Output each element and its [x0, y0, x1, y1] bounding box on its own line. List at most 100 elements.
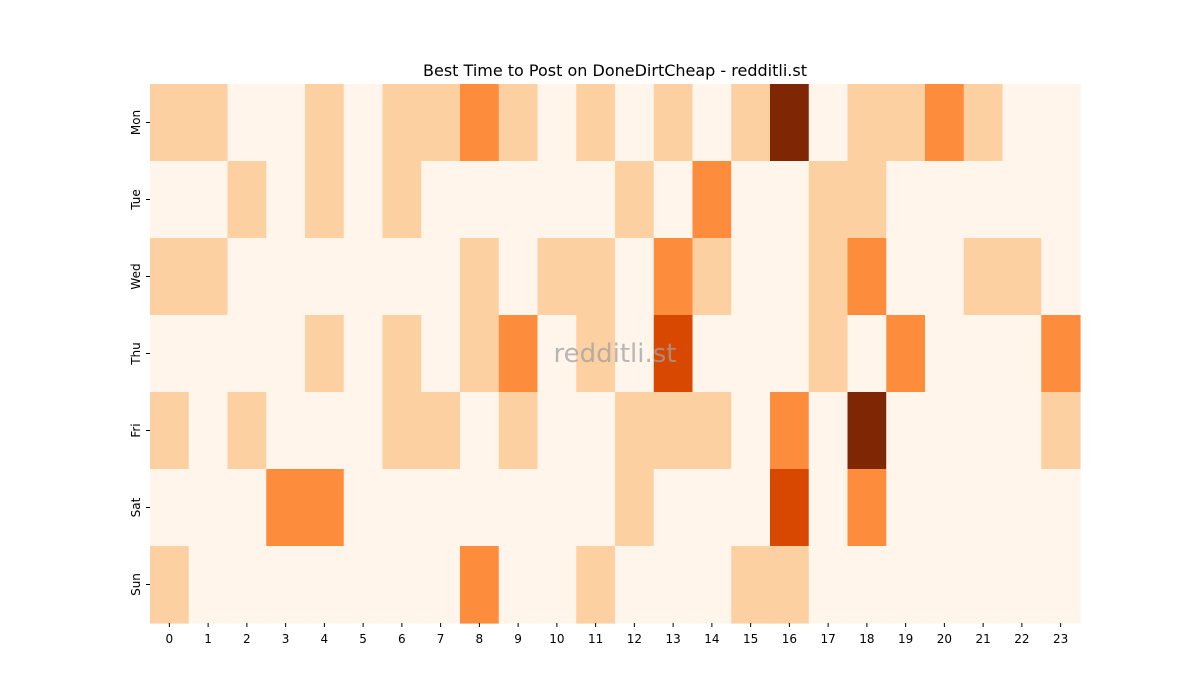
y-tick-label: Tue	[129, 189, 143, 211]
heatmap-cell	[343, 392, 384, 470]
x-tick-label: 20	[937, 632, 952, 646]
heatmap-cell	[615, 546, 655, 624]
heatmap-cell	[1041, 84, 1081, 162]
x-tick-label: 6	[398, 632, 406, 646]
heatmap-cell	[886, 315, 926, 393]
x-tick-label: 22	[1014, 632, 1029, 646]
heatmap-cell	[150, 546, 190, 624]
heatmap-cell	[847, 161, 887, 239]
heatmap-cell	[770, 84, 810, 162]
heatmap-cell	[150, 469, 190, 547]
heatmap-cell	[576, 546, 616, 624]
x-tick-label: 11	[588, 632, 603, 646]
heatmap-cell	[1041, 469, 1081, 547]
heatmap-cell	[305, 392, 345, 470]
heatmap-cell	[731, 84, 771, 162]
heatmap-cell	[537, 161, 577, 239]
heatmap-cell	[731, 315, 771, 393]
heatmap-cell	[188, 161, 229, 239]
heatmap-cell	[343, 469, 384, 547]
heatmap-cell	[382, 392, 422, 470]
heatmap-cell	[847, 392, 887, 470]
heatmap-cell	[963, 238, 1004, 316]
heatmap-cell	[576, 161, 616, 239]
heatmap-cell	[1041, 161, 1081, 239]
heatmap-cell	[188, 392, 229, 470]
heatmap-cell	[227, 238, 267, 316]
x-tick-label: 5	[359, 632, 367, 646]
heatmap-cell	[421, 84, 461, 162]
x-tick-label: 7	[437, 632, 445, 646]
heatmap-cell	[498, 315, 539, 393]
x-tick-label: 19	[898, 632, 913, 646]
x-tick-label: 14	[704, 632, 719, 646]
x-tick-label: 4	[321, 632, 329, 646]
heatmap-cell	[963, 546, 1004, 624]
heatmap-cell	[150, 315, 190, 393]
heatmap-cell	[692, 315, 732, 393]
heatmap-cell	[615, 161, 655, 239]
heatmap-cell	[770, 238, 810, 316]
heatmap-cell	[266, 84, 306, 162]
heatmap-cell	[1002, 161, 1042, 239]
heatmap-cell	[615, 84, 655, 162]
heatmap-cell	[498, 161, 539, 239]
heatmap-cell	[421, 315, 461, 393]
heatmap-cell	[382, 546, 422, 624]
heatmap-cell	[925, 392, 965, 470]
heatmap-cell	[692, 161, 732, 239]
x-tick-label: 9	[514, 632, 522, 646]
heatmap-cell	[460, 238, 500, 316]
heatmap-cell	[925, 315, 965, 393]
heatmap-cell	[847, 238, 887, 316]
heatmap-cell	[266, 392, 306, 470]
heatmap-cell	[692, 392, 732, 470]
heatmap-cell	[1002, 315, 1042, 393]
heatmap-cell	[653, 392, 694, 470]
heatmap-cell	[653, 161, 694, 239]
heatmap-cell	[382, 161, 422, 239]
heatmap-cell	[537, 238, 577, 316]
heatmap-cell	[653, 469, 694, 547]
y-tick-label: Thu	[129, 342, 143, 366]
heatmap-cell	[382, 315, 422, 393]
heatmap-cell	[421, 546, 461, 624]
heatmap-cell	[615, 392, 655, 470]
heatmap-cell	[692, 238, 732, 316]
heatmap-cell	[343, 161, 384, 239]
heatmap-cell	[460, 161, 500, 239]
heatmap-cell	[188, 469, 229, 547]
heatmap-cell	[770, 546, 810, 624]
heatmap-cell	[731, 469, 771, 547]
x-tick-label: 18	[859, 632, 874, 646]
heatmap-cell	[537, 84, 577, 162]
heatmap-cell	[963, 84, 1004, 162]
heatmap-cell	[1041, 238, 1081, 316]
heatmap-cell	[653, 84, 694, 162]
heatmap-cell	[1002, 392, 1042, 470]
heatmap-cell	[615, 315, 655, 393]
heatmap-cell	[150, 392, 190, 470]
heatmap-cell	[847, 546, 887, 624]
heatmap-cell	[188, 238, 229, 316]
heatmap-cell	[305, 546, 345, 624]
heatmap-cell	[266, 469, 306, 547]
heatmap-cell	[731, 546, 771, 624]
y-axis: Mon Tue Wed Thu Fri Sat Sun	[129, 110, 150, 596]
heatmap-cell	[615, 238, 655, 316]
heatmap-cell	[227, 469, 267, 547]
heatmap-cell	[188, 315, 229, 393]
x-tick-label: 8	[476, 632, 484, 646]
heatmap-cell	[150, 84, 190, 162]
heatmap-cell	[305, 84, 345, 162]
heatmap-cell	[615, 469, 655, 547]
heatmap-cell	[808, 546, 849, 624]
heatmap-cell	[925, 546, 965, 624]
heatmap-cell	[498, 546, 539, 624]
heatmap-cell	[266, 546, 306, 624]
x-tick-label: 10	[549, 632, 564, 646]
heatmap-cell	[150, 161, 190, 239]
heatmap-cell	[1002, 469, 1042, 547]
heatmap-cell	[576, 392, 616, 470]
